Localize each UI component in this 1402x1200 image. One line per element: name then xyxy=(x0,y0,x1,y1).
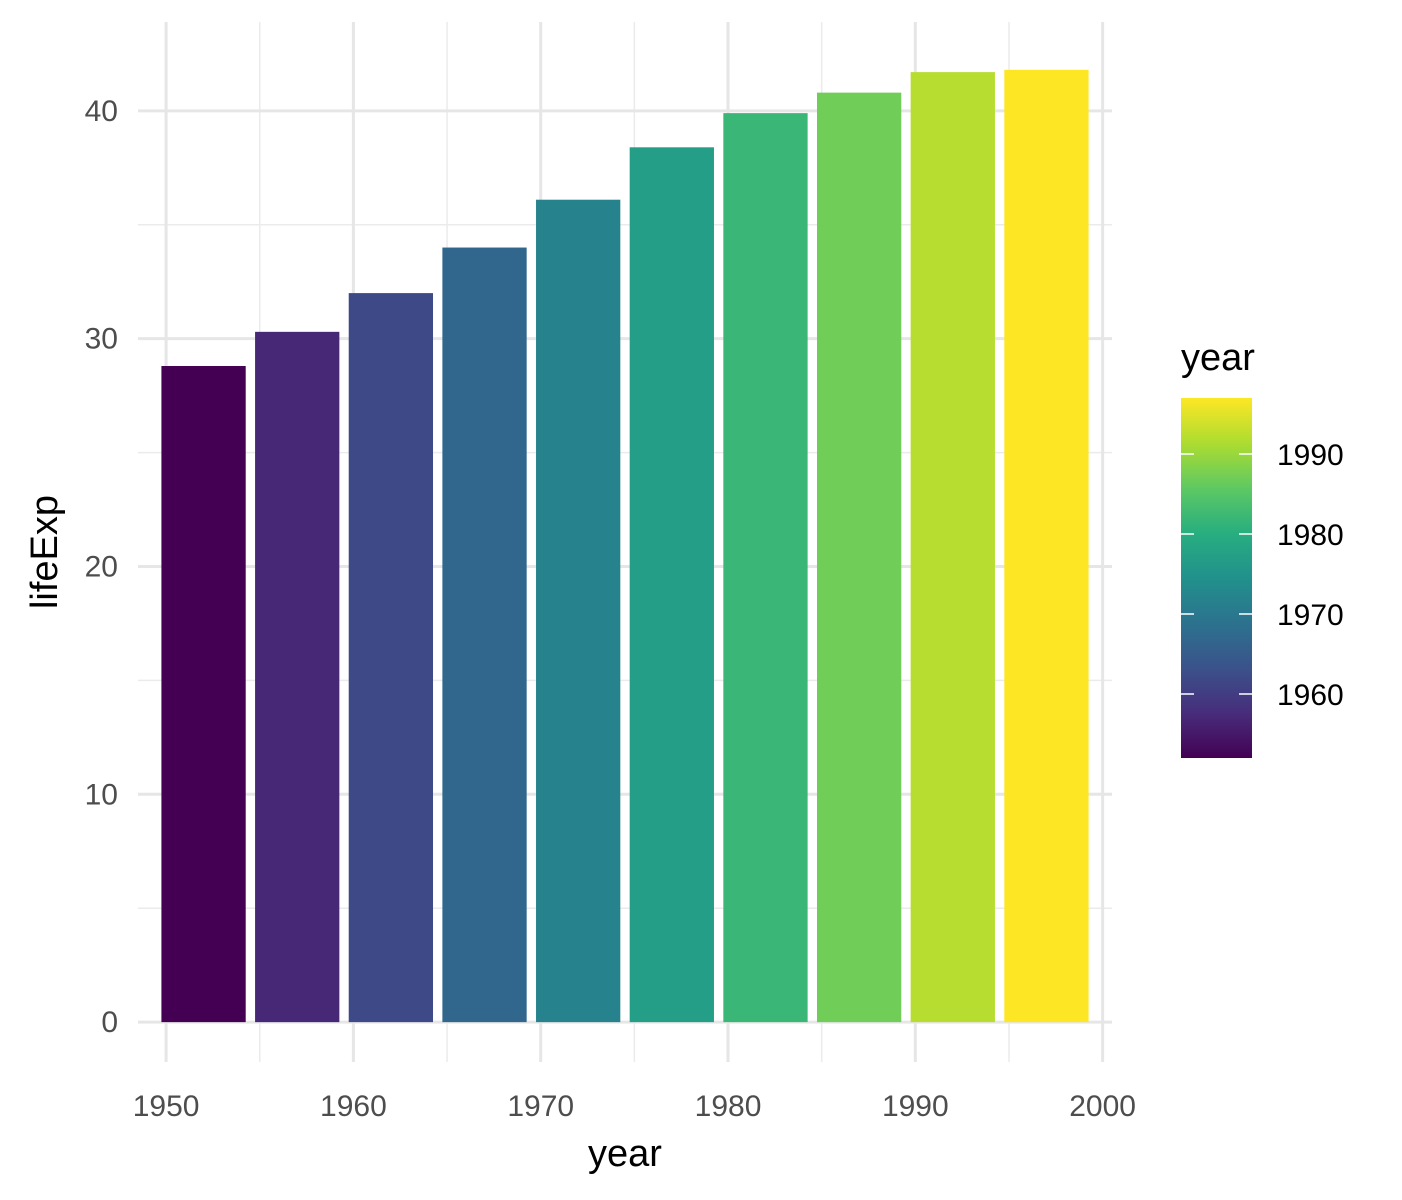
bar xyxy=(161,366,246,1023)
legend-title: year xyxy=(1181,337,1255,379)
x-tick-label: 1980 xyxy=(695,1090,762,1123)
bar xyxy=(536,199,621,1023)
y-axis-title: lifeExp xyxy=(24,495,66,609)
x-tick-label: 1970 xyxy=(507,1090,574,1123)
legend-ticks: 1960 1970 1980 1990 xyxy=(1181,439,1344,712)
x-tick-label: 1960 xyxy=(320,1090,387,1123)
bar xyxy=(910,72,995,1023)
y-tick-label: 10 xyxy=(85,778,118,811)
x-tick-label: 1990 xyxy=(882,1090,949,1123)
legend: year 1960 1970 1980 1990 xyxy=(1181,337,1344,758)
x-axis-title: year xyxy=(588,1133,662,1175)
bars xyxy=(161,69,1089,1023)
y-tick-label: 30 xyxy=(85,323,118,356)
bar xyxy=(348,293,434,1023)
bar xyxy=(629,147,714,1023)
x-tick-label: 2000 xyxy=(1069,1090,1136,1123)
y-tick-label: 40 xyxy=(85,95,118,128)
bar xyxy=(1004,69,1089,1023)
legend-label: 1960 xyxy=(1277,679,1344,712)
legend-colorbar xyxy=(1181,398,1252,758)
bar xyxy=(255,331,340,1023)
y-tick-label: 20 xyxy=(85,550,118,583)
x-axis-ticks: 1950 1960 1970 1980 1990 2000 xyxy=(133,1090,1136,1123)
y-axis-ticks: 0 10 20 30 40 xyxy=(85,95,118,1039)
x-tick-label: 1950 xyxy=(133,1090,200,1123)
legend-label: 1990 xyxy=(1277,439,1344,472)
legend-label: 1980 xyxy=(1277,519,1344,552)
legend-label: 1970 xyxy=(1277,599,1344,632)
y-tick-label: 0 xyxy=(101,1006,118,1039)
bar xyxy=(816,92,902,1023)
bar xyxy=(723,113,808,1023)
bar xyxy=(442,247,527,1023)
